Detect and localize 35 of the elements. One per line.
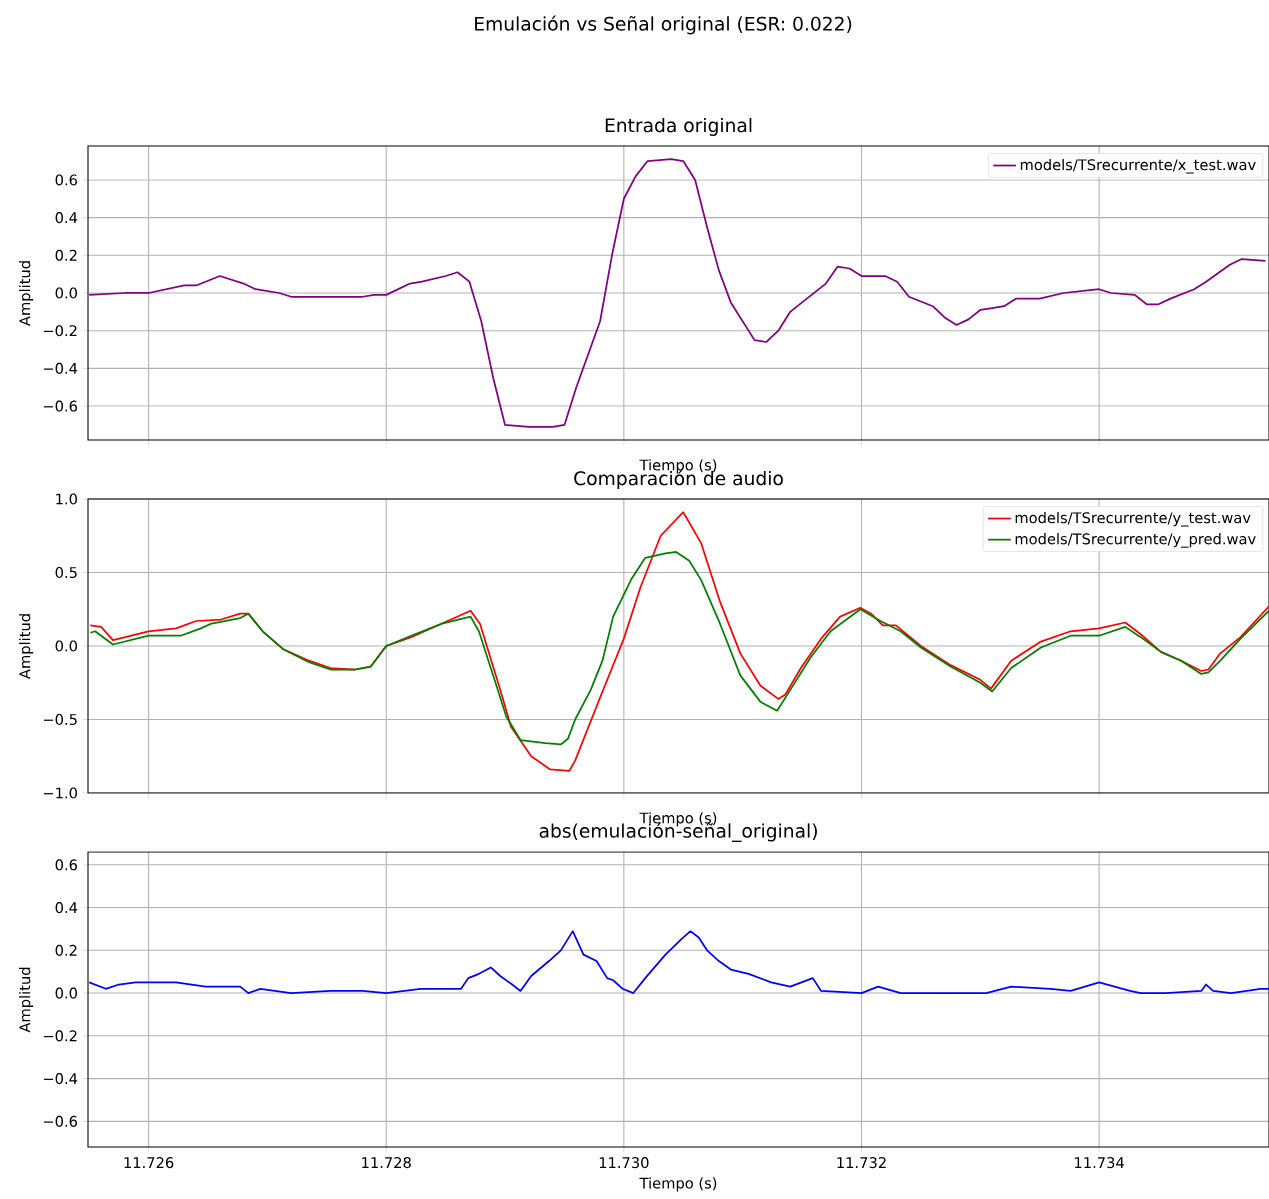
y-axis-title: Amplitud: [18, 967, 34, 1033]
legend-label: models/TSrecurrente/y_test.wav: [1015, 511, 1251, 527]
chart-title: Entrada original: [605, 117, 752, 136]
y-tick-label: −0.2: [43, 1030, 77, 1042]
x-tick-label: 11.734: [1075, 1157, 1124, 1169]
line-series: [89, 551, 1269, 746]
y-axis-title: Amplitud: [18, 614, 34, 679]
y-tick-label: 0.2: [55, 944, 77, 956]
legend-label: models/TSrecurrente/y_pred.wav: [1015, 533, 1256, 548]
y-tick-label: −0.6: [43, 1115, 78, 1127]
y-tick-label: −0.2: [43, 325, 77, 337]
legend-label: models/TSrecurrente/x_test.wav: [1020, 158, 1256, 174]
line-series: [89, 511, 1269, 772]
y-axis-title: Amplitud: [18, 261, 34, 326]
y-tick-label: −0.6: [43, 400, 78, 412]
y-tick-label: 0.6: [55, 859, 78, 871]
y-tick-label: 0.4: [55, 902, 78, 914]
x-tick-label: 11.726: [124, 1157, 174, 1169]
y-tick-label: 0.6: [55, 174, 78, 186]
text: Emulación vs Señal original (ESR: 0.022): [475, 15, 852, 35]
x-tick-label: 11.728: [362, 1157, 411, 1169]
y-tick-label: 0.4: [55, 212, 78, 224]
y-tick-label: 0.5: [55, 566, 77, 579]
y-tick-label: 1.0: [56, 493, 77, 505]
y-tick-label: 0.0: [55, 640, 77, 652]
x-tick-label: 11.732: [837, 1157, 886, 1169]
y-tick-label: −0.4: [43, 1073, 78, 1085]
x-axis-title: Tiempo (s): [639, 1177, 717, 1192]
x-tick-label: 11.730: [599, 1157, 649, 1169]
y-tick-label: 0.0: [55, 287, 77, 299]
y-tick-label: −0.5: [43, 713, 77, 726]
y-tick-label: −0.4: [43, 362, 78, 374]
y-tick-label: 0.0: [55, 987, 77, 999]
y-tick-label: 0.2: [55, 249, 77, 261]
y-tick-label: −1.0: [43, 787, 77, 799]
